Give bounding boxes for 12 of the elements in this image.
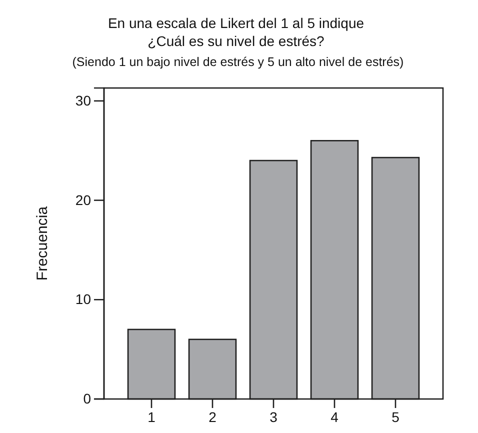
- x-tick-label: 1: [148, 408, 156, 425]
- y-tick-label: 10: [75, 291, 92, 308]
- chart-title: En una escala de Likert del 1 al 5 indique ¿Cuál es su nivel de estrés?: [108, 15, 364, 49]
- chart-subtitle: (Siendo 1 un bajo nivel de estrés y 5 un alto nivel de estrés): [72, 55, 404, 69]
- y-tick-label: 20: [75, 192, 92, 208]
- y-tick-label: 30: [75, 92, 92, 108]
- x-tick-label: 4: [330, 408, 339, 425]
- x-tick-label: 5: [392, 408, 400, 425]
- x-tick-label: 2: [208, 408, 217, 425]
- y-tick-label: 0: [83, 390, 92, 406]
- x-tick-label: 3: [270, 408, 278, 425]
- y-axis-title: Frecuencia: [34, 206, 51, 281]
